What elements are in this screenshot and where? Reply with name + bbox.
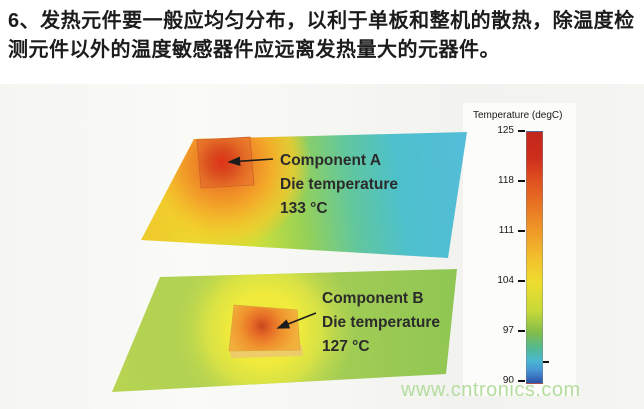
colorbar-panel bbox=[463, 103, 576, 396]
colorbar-tick-label: 104 bbox=[497, 275, 514, 286]
colorbar-title: Temperature (degC) bbox=[473, 110, 563, 121]
board-a-annotation: Component A Die temperature 133 °C bbox=[280, 149, 398, 221]
watermark-text: www.cntronics.com bbox=[401, 379, 581, 401]
guideline-line-1: 6、发热元件要一般应均匀分布，以利于单板和整机的散热，除温度检 bbox=[8, 10, 635, 32]
colorbar-gradient bbox=[526, 131, 543, 384]
die-temperature-b-label: Die temperature bbox=[322, 314, 441, 331]
temperature-a-value: 133 °C bbox=[280, 200, 328, 217]
colorbar-tick bbox=[518, 130, 525, 132]
component-a-label: Component A bbox=[280, 152, 382, 169]
guideline-text: 6、发热元件要一般应均匀分布，以利于单板和整机的散热，除温度检 测元件以外的温度… bbox=[0, 0, 644, 65]
colorbar-tick-label: 90 bbox=[502, 375, 514, 386]
colorbar-tick bbox=[518, 380, 525, 382]
component-b-package bbox=[228, 304, 301, 352]
die-temperature-a-label: Die temperature bbox=[280, 176, 399, 193]
colorbar-indicator-tick bbox=[543, 361, 549, 363]
temperature-b-value: 127 °C bbox=[322, 338, 370, 355]
component-a-arrow bbox=[227, 156, 274, 167]
component-b-label: Component B bbox=[322, 290, 424, 307]
colorbar-tick bbox=[518, 230, 525, 232]
guideline-line-2: 测元件以外的温度敏感器件应远离发热量大的元器件。 bbox=[8, 39, 500, 61]
colorbar-tick bbox=[518, 280, 525, 282]
component-a-package bbox=[196, 136, 255, 189]
colorbar-tick-label: 125 bbox=[497, 125, 514, 136]
colorbar-tick-label: 97 bbox=[502, 325, 514, 336]
colorbar-tick bbox=[518, 330, 525, 332]
component-b-arrow bbox=[276, 312, 317, 329]
colorbar-tick bbox=[518, 180, 525, 182]
colorbar-tick-label: 111 bbox=[498, 225, 514, 236]
board-b-annotation: Component B Die temperature 127 °C bbox=[322, 287, 440, 359]
colorbar-tick-label: 118 bbox=[498, 175, 514, 186]
